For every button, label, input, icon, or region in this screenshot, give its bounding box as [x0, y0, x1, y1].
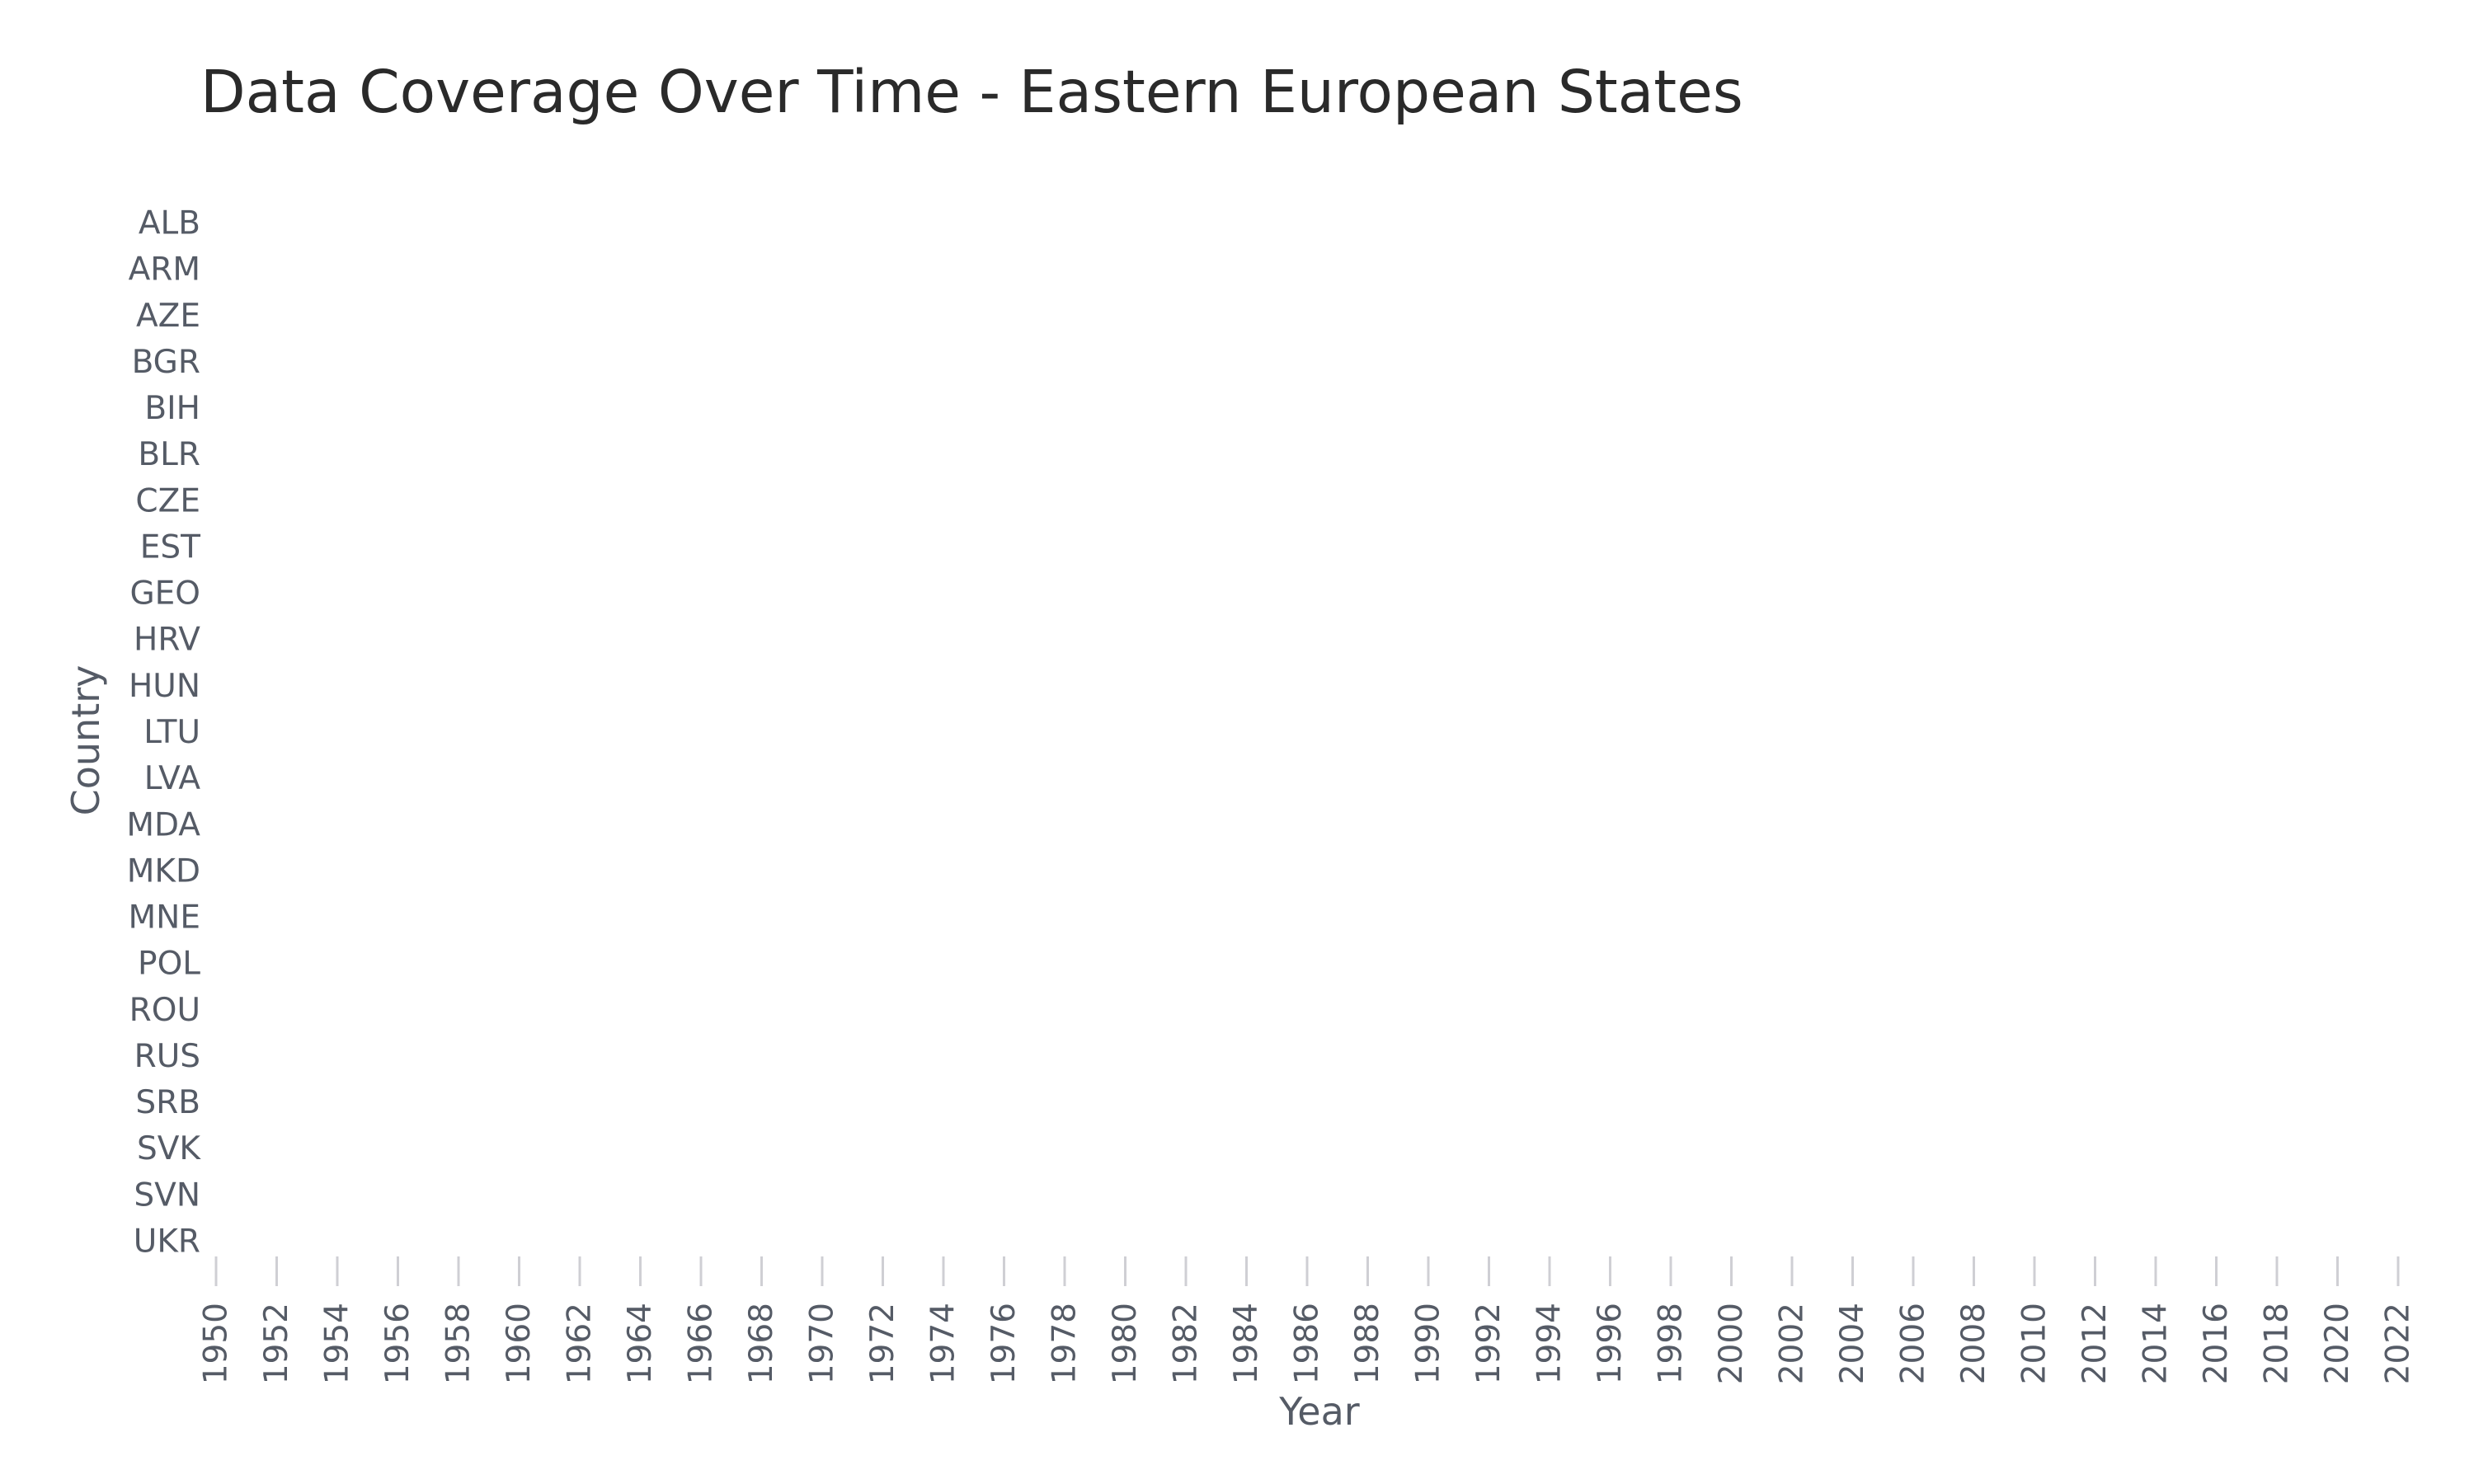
y-tick-label: BLR	[138, 436, 200, 473]
y-tick-label: RUS	[134, 1038, 200, 1075]
x-tick-label: 1992	[1470, 1303, 1507, 1384]
x-tick-label: 1972	[864, 1303, 901, 1384]
x-tick-label: 1958	[440, 1303, 477, 1384]
y-tick-label: GEO	[129, 575, 200, 613]
x-tick-label: 2016	[2198, 1303, 2235, 1384]
x-tick-label: 1996	[1592, 1303, 1629, 1384]
x-tick-label: 2010	[2016, 1303, 2053, 1384]
y-tick-label: HUN	[129, 668, 200, 705]
x-tick-label: 2022	[2380, 1303, 2417, 1384]
y-tick-label: MNE	[129, 899, 200, 937]
x-tick-label: 1976	[985, 1303, 1023, 1384]
x-tick-label: 1956	[379, 1303, 416, 1384]
y-tick-label: CZE	[135, 482, 200, 519]
y-tick-label: LTU	[143, 714, 200, 751]
x-tick-label: 2014	[2138, 1303, 2175, 1384]
y-tick-label: POL	[138, 946, 200, 983]
y-tick-label: SVN	[134, 1176, 200, 1214]
x-tick-label: 2012	[2077, 1303, 2114, 1384]
chart-title: Data Coverage Over Time - Eastern Europe…	[200, 58, 1743, 126]
x-tick-label: 1994	[1531, 1303, 1569, 1384]
x-tick-label: 1970	[804, 1303, 841, 1384]
y-tick-label: ARM	[129, 251, 200, 289]
y-tick-label: ROU	[129, 992, 200, 1029]
y-tick-label: ALB	[139, 205, 200, 242]
x-tick-label: 1978	[1047, 1303, 1084, 1384]
x-tick-label: 2018	[2259, 1303, 2296, 1384]
x-tick-label: 1982	[1168, 1303, 1205, 1384]
x-tick-label: 1964	[622, 1303, 659, 1384]
y-tick-label: LVA	[144, 760, 201, 797]
x-tick-label: 2008	[1955, 1303, 1992, 1384]
y-tick-label: EST	[140, 528, 200, 566]
x-tick-label: 2020	[2319, 1303, 2356, 1384]
x-tick-label: 1954	[319, 1303, 356, 1384]
x-tick-label: 2002	[1774, 1303, 1811, 1384]
x-tick-label: 1984	[1228, 1303, 1265, 1384]
y-tick-label: BIH	[144, 390, 200, 427]
y-axis-title: Country	[63, 665, 108, 816]
x-tick-label: 1980	[1107, 1303, 1144, 1384]
y-tick-label: SRB	[135, 1084, 200, 1121]
y-tick-label: BGR	[132, 344, 200, 381]
y-tick-label: SVK	[137, 1130, 201, 1167]
y-axis: ALB ARM AZE BGR BIH BLR CZE EST GEO HRV HUN LTU LVA M…	[126, 205, 201, 1261]
x-tick-label: 2000	[1713, 1303, 1750, 1384]
x-tick-label: 2004	[1834, 1303, 1871, 1384]
x-tick-label: 1952	[258, 1303, 295, 1384]
x-tick-label: 1966	[683, 1303, 720, 1384]
x-tick-label: 1950	[198, 1303, 235, 1384]
x-tick-label: 1962	[562, 1303, 599, 1384]
x-tick-label: 1988	[1349, 1303, 1386, 1384]
x-tick-label: 1986	[1289, 1303, 1326, 1384]
y-tick-label: MKD	[127, 852, 200, 890]
x-tick-label: 1974	[925, 1303, 962, 1384]
x-tick-label: 1968	[743, 1303, 780, 1384]
x-tick-label: 1990	[1410, 1303, 1447, 1384]
y-tick-label: MDA	[126, 806, 200, 843]
y-tick-label: UKR	[134, 1223, 200, 1261]
x-axis-title: Year	[1278, 1389, 1359, 1434]
x-tick-label: 1960	[501, 1303, 538, 1384]
x-tick-label: 2006	[1895, 1303, 1932, 1384]
y-tick-label: HRV	[134, 622, 200, 659]
x-tick-label: 1998	[1653, 1303, 1690, 1384]
x-axis: 1950 1952 1954 1956 1958 1960 1962 1964 1966 1968…	[198, 1256, 2417, 1384]
y-tick-label: AZE	[136, 298, 200, 335]
